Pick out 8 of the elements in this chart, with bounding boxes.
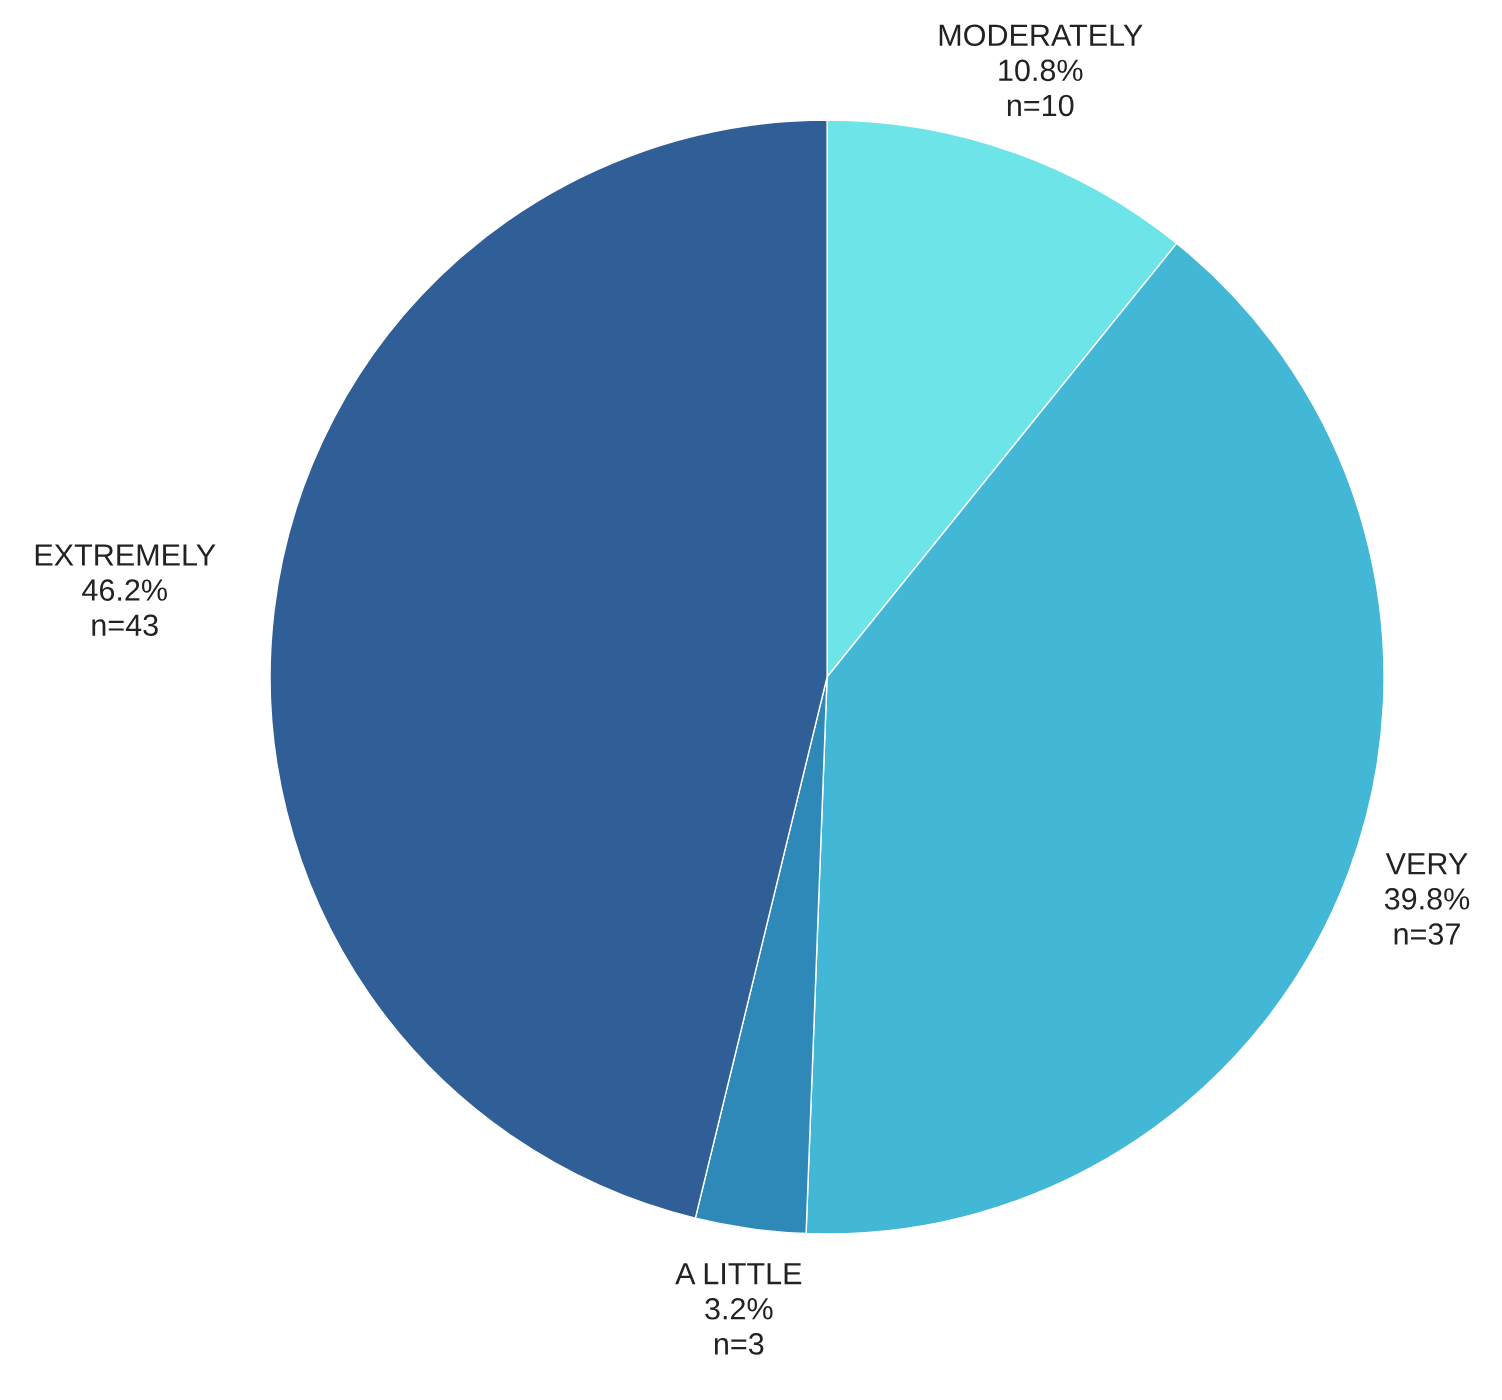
data-label: 46.2% n=43 bbox=[82, 579, 167, 637]
data-label: 3.2% n=3 bbox=[705, 1297, 773, 1355]
slice-label: VERY bbox=[1385, 853, 1468, 875]
data-label: 10.8% n=10 bbox=[999, 59, 1083, 117]
slice-label: EXTREMELY bbox=[35, 544, 216, 566]
data-label: 39.8% n=37 bbox=[1384, 888, 1470, 945]
slice-label: A LITTLE bbox=[675, 1263, 802, 1285]
slice-label: MODERATELY bbox=[939, 24, 1143, 47]
